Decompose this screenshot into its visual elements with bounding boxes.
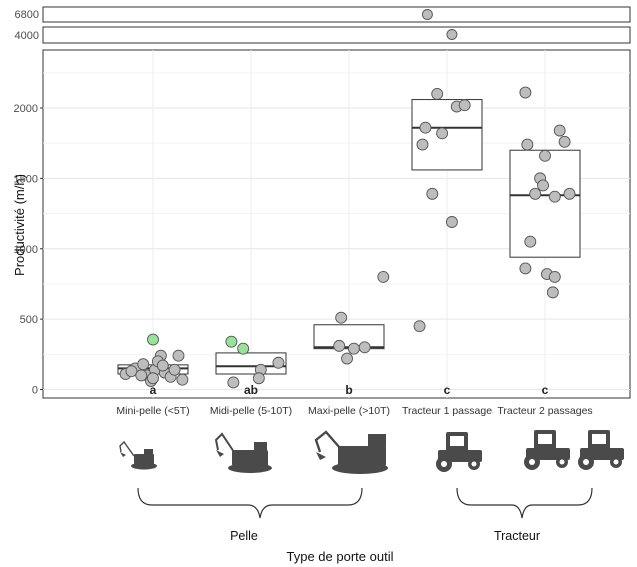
- significance-letter: c: [542, 383, 549, 397]
- y-tick-label: 2000: [14, 103, 38, 115]
- data-point: [548, 270, 561, 283]
- data-point: [168, 363, 181, 376]
- data-point: [272, 356, 285, 369]
- y-tick-label: 1500: [14, 173, 38, 185]
- bracket-tracteur: [456, 487, 593, 519]
- box: [215, 352, 287, 375]
- data-point: [156, 359, 169, 372]
- y-tick-label: 0: [32, 385, 38, 397]
- y-axis-title: Productivité (m/h): [12, 174, 27, 276]
- tractor-icon: [436, 432, 482, 472]
- data-point: [419, 121, 432, 134]
- x-tick-label: Tracteur 2 passages: [497, 405, 592, 417]
- data-point: [227, 376, 240, 389]
- data-point-highlighted: [225, 335, 238, 348]
- data-point: [553, 124, 566, 137]
- panel-6800: [42, 6, 631, 23]
- data-point: [431, 87, 444, 100]
- significance-letter: b: [345, 383, 352, 397]
- data-point: [458, 99, 471, 112]
- data-point: [519, 262, 532, 275]
- group-label-tracteur: Tracteur: [494, 529, 540, 543]
- data-point: [333, 339, 346, 352]
- tick-label-4000: 4000: [15, 30, 39, 42]
- tractor-icon: [524, 430, 570, 470]
- x-tick-label: Tracteur 1 passage: [402, 405, 492, 417]
- data-point: [537, 179, 549, 192]
- data-point: [445, 216, 458, 228]
- broken-axis-panels: 6800 4000: [15, 6, 631, 44]
- data-point: [558, 135, 571, 148]
- data-point: [529, 187, 542, 200]
- group-brackets: [137, 487, 593, 519]
- data-points: [119, 9, 576, 389]
- data-point: [548, 190, 561, 203]
- bracket-pelle: [137, 487, 363, 519]
- data-point: [524, 235, 537, 248]
- x-axis-labels: Mini-pelle (<5T) Midi-pelle (5-10T) Maxi-p…: [116, 405, 592, 417]
- maxi-excavator-icon: [314, 430, 388, 474]
- data-point: [436, 127, 449, 140]
- significance-letter: a: [150, 383, 157, 397]
- machine-icons: [119, 430, 624, 474]
- data-point: [341, 352, 353, 365]
- data-point: [252, 372, 265, 385]
- data-point: [125, 365, 138, 378]
- significance-letter: ab: [244, 383, 258, 397]
- tick-label-6800: 6800: [15, 9, 39, 21]
- panel-4000: [42, 26, 631, 44]
- mini-excavator-icon: [119, 440, 157, 470]
- data-point: [176, 373, 189, 386]
- data-point: [377, 270, 390, 283]
- significance-letter: c: [444, 383, 451, 397]
- y-axis-ticks: 0 500 1000 1500 2000: [14, 103, 43, 397]
- box: [509, 149, 581, 258]
- data-point: [358, 341, 371, 354]
- group-label-pelle: Pelle: [230, 529, 258, 543]
- data-point: [416, 138, 429, 151]
- data-point: [563, 187, 576, 200]
- y-tick-label: 500: [20, 314, 38, 326]
- data-point: [546, 286, 559, 299]
- data-point-highlighted: [237, 342, 250, 355]
- data-point: [521, 138, 534, 151]
- data-point: [426, 187, 439, 200]
- tractor-icon: [578, 430, 624, 470]
- data-point-highlighted: [147, 333, 159, 346]
- x-tick-label: Mini-pelle (<5T): [116, 405, 189, 417]
- group-letters: a ab b c c: [150, 383, 549, 397]
- data-point: [519, 86, 532, 99]
- box: [313, 324, 385, 350]
- data-point: [539, 149, 551, 162]
- x-tick-label: Midi-pelle (5-10T): [210, 405, 292, 417]
- data-point: [147, 372, 159, 385]
- midi-excavator-icon: [214, 432, 272, 473]
- data-point: [413, 320, 426, 333]
- x-tick-label: Maxi-pelle (>10T): [308, 405, 390, 417]
- data-point: [172, 349, 185, 362]
- data-point: [135, 369, 148, 382]
- data-point: [347, 342, 360, 355]
- outlier-point: [446, 29, 458, 40]
- data-point: [335, 311, 348, 324]
- data-point: [137, 358, 150, 371]
- outlier-point: [421, 9, 433, 20]
- y-tick-label: 1000: [14, 244, 38, 256]
- x-axis-title: Type de porte outil: [287, 549, 394, 564]
